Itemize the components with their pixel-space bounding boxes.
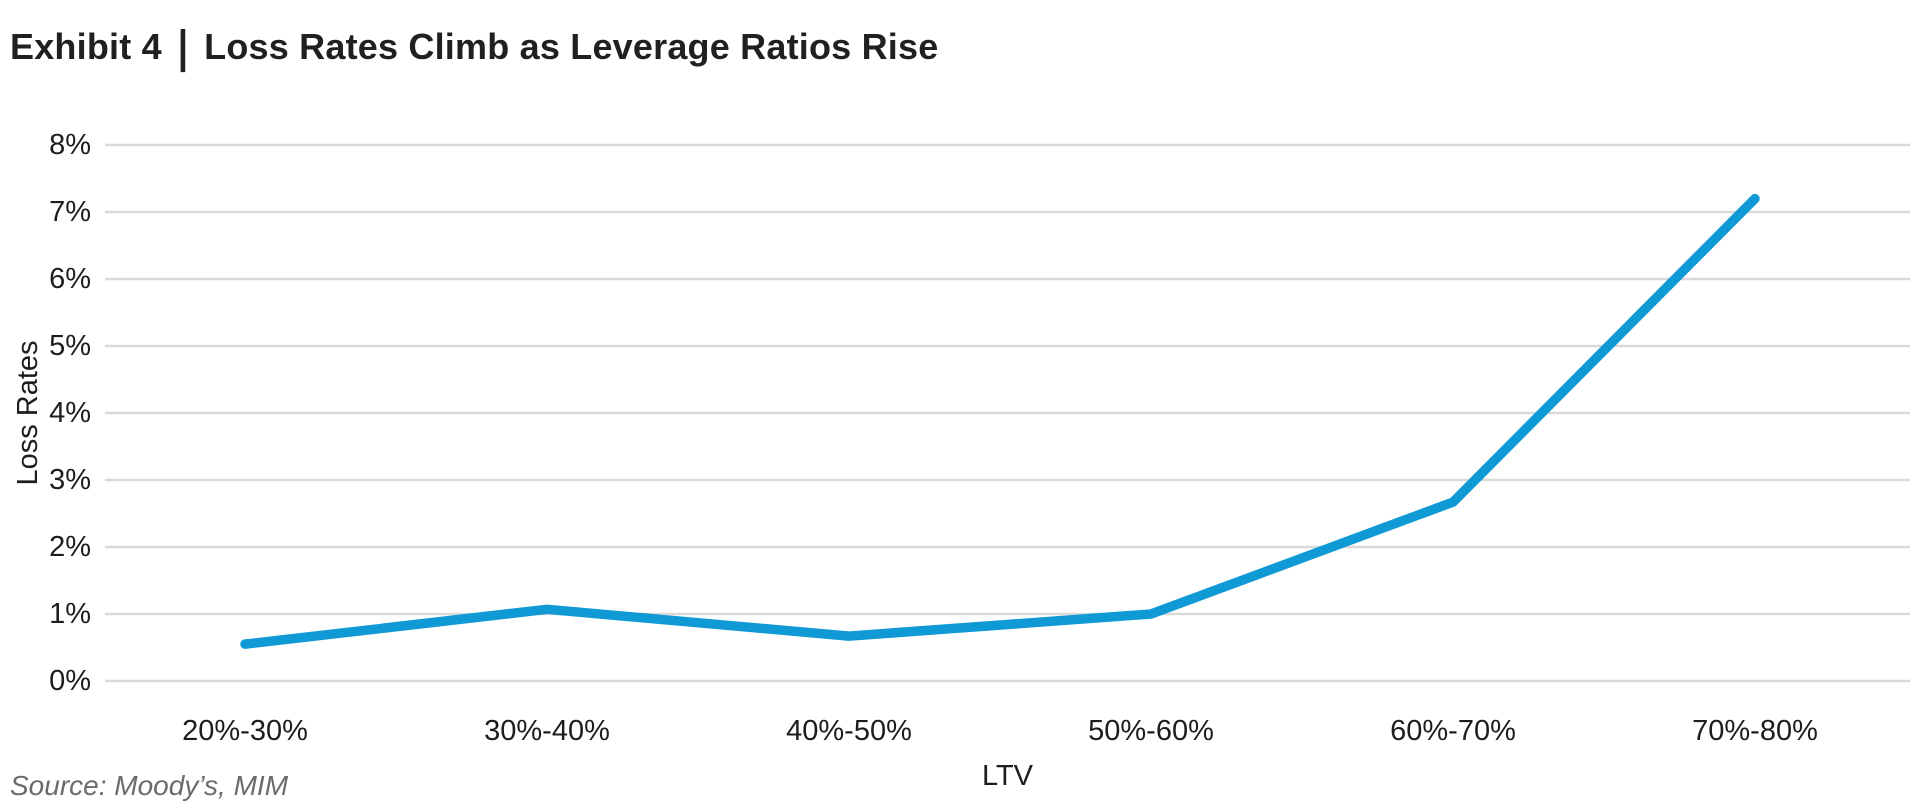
exhibit-title: Exhibit 4 | Loss Rates Climb as Leverage… [10, 21, 939, 72]
y-tick-label: 4% [49, 397, 91, 429]
x-axis-title: LTV [982, 760, 1034, 792]
y-tick-label: 8% [49, 129, 91, 161]
y-tick-label: 5% [49, 330, 91, 362]
y-tick-label: 2% [49, 531, 91, 563]
y-tick-label: 0% [49, 665, 91, 697]
x-tick-label: 30%-40% [484, 715, 610, 747]
y-tick-label: 6% [49, 263, 91, 295]
x-tick-label: 60%-70% [1390, 715, 1516, 747]
x-tick-label: 50%-60% [1088, 715, 1214, 747]
x-tick-label: 40%-50% [786, 715, 912, 747]
x-tick-label: 70%-80% [1692, 715, 1818, 747]
title-separator-bar: | [177, 20, 189, 72]
source-note: Source: Moody’s, MIM [10, 770, 289, 801]
y-tick-label: 7% [49, 196, 91, 228]
chart-title: Loss Rates Climb as Leverage Ratios Rise [204, 26, 939, 67]
exhibit-number: Exhibit 4 [10, 26, 162, 67]
y-tick-label: 1% [49, 598, 91, 630]
x-tick-label: 20%-30% [182, 715, 308, 747]
series-line-loss-rates [240, 193, 1760, 649]
y-tick-label: 3% [49, 464, 91, 496]
y-axis-title: Loss Rates [12, 340, 44, 485]
